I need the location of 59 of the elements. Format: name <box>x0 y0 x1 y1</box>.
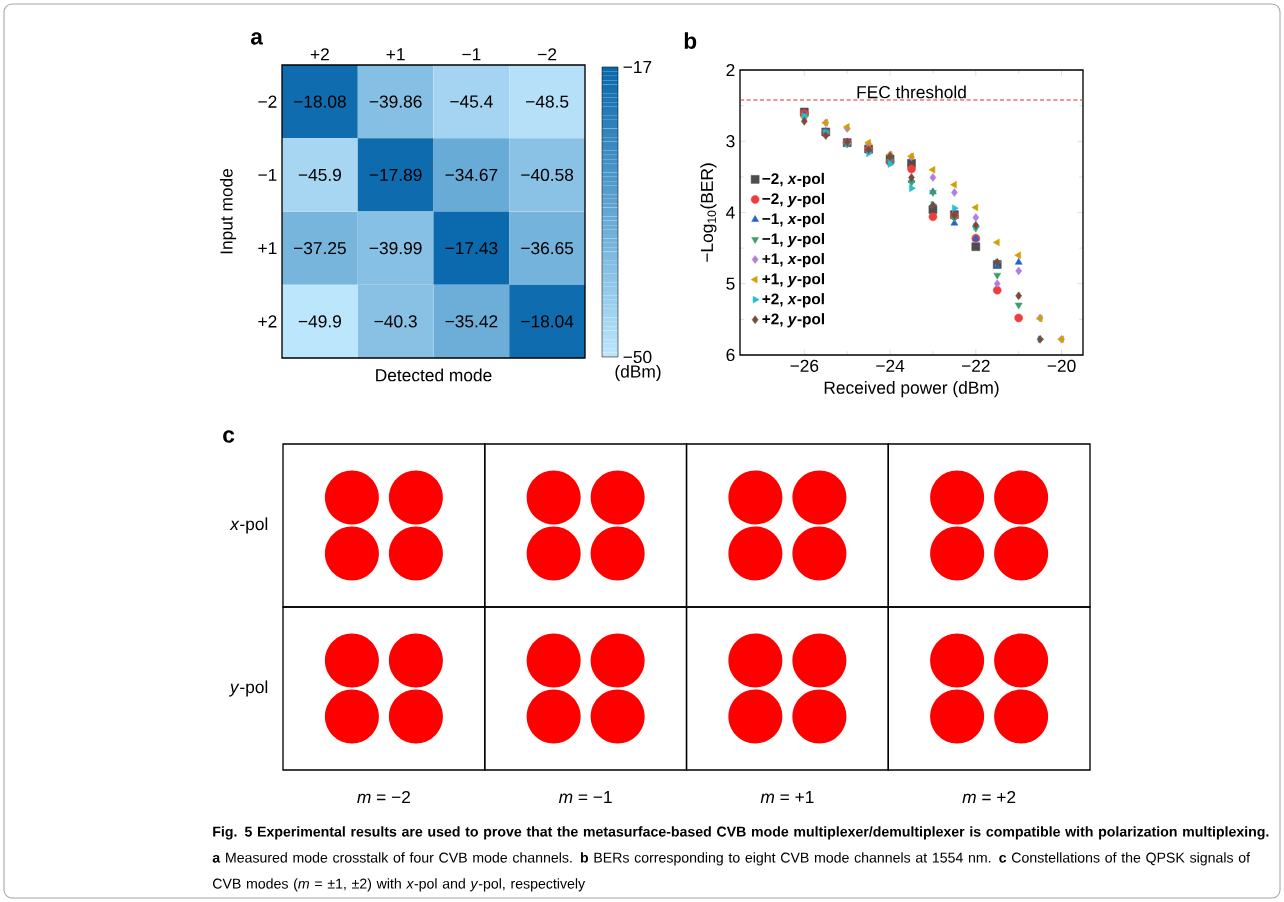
x-tick-label: −20 <box>1047 359 1076 372</box>
data-label: −45.4 <box>450 95 493 108</box>
y-tick-label: 2 <box>726 63 735 77</box>
x-tick-label: +2 <box>310 48 329 61</box>
legend-label: −1, x-pol <box>762 212 824 228</box>
chart-title: a <box>250 32 264 45</box>
y-tick-label: 6 <box>726 348 735 362</box>
color-bar-title: (dBm) <box>615 364 661 382</box>
category-label: m = −2 <box>357 790 410 804</box>
y-tick-label: −1 <box>258 168 277 181</box>
legend-label: +2, y-pol <box>762 313 824 328</box>
text: Fig. 5 Experimental results are used to prove that the metasurface-based CVB mode multiplexer/demultiplexer is compatible with polarization multiplexing. a Measured mode crosstalk of four CVB mode channels. b BERs corresponding to eight CVB mode channels at 1554 nm. c Constellations of the QPSK signals of CVB modes (m = ±1, ±2) with x-pol and y-pol, respectively <box>212 826 1269 892</box>
category-label: m = +2 <box>962 790 1016 804</box>
category-label: y-pol <box>228 680 268 697</box>
y-tick-label: 5 <box>726 277 735 290</box>
x-tick-label: −26 <box>790 359 819 372</box>
data-label: −45.9 <box>298 168 341 181</box>
data-label: −17.43 <box>445 241 498 255</box>
category-label: x-pol <box>229 517 268 534</box>
legend-label: −2, y-pol <box>762 192 824 208</box>
legend-label: +2, x-pol <box>762 293 824 308</box>
y-axis-title: −Log$_{10}$(BER) <box>700 163 717 262</box>
category-label: m = −1 <box>558 791 612 803</box>
y-tick-label: 3 <box>726 135 735 148</box>
data-label: −37.25 <box>293 241 346 255</box>
x-axis-title: Detected mode <box>376 368 492 382</box>
data-label: −35.42 <box>445 315 498 328</box>
data-label: −40.58 <box>521 168 574 181</box>
x-tick-label: −22 <box>961 359 990 372</box>
category-label: m = +1 <box>760 791 814 803</box>
color-bar-label: −17 <box>623 61 652 73</box>
data-label: −49.9 <box>298 315 341 328</box>
y-tick-label: 4 <box>726 206 735 219</box>
legend-label: +1, x-pol <box>762 253 824 268</box>
x-axis-title: Received power (dBm) <box>824 381 999 398</box>
data-label: −48.5 <box>526 95 569 108</box>
legend-label: −1, y-pol <box>762 232 824 248</box>
chart-title: b <box>684 32 697 49</box>
data-label: −39.99 <box>369 241 422 255</box>
color-bar-label: −50 <box>623 350 652 364</box>
x-tick-label: +1 <box>386 48 405 61</box>
data-label: −18.04 <box>521 315 574 328</box>
data-label: −39.86 <box>369 95 422 108</box>
ref-line-label: FEC threshold <box>857 85 966 99</box>
x-tick-label: −2 <box>538 48 557 61</box>
legend-label: −2, x-pol <box>762 172 824 188</box>
y-tick-label: +1 <box>258 242 277 255</box>
y-axis-title: Input mode <box>219 168 237 254</box>
x-tick-label: −24 <box>876 359 905 372</box>
data-label: −34.67 <box>445 168 498 181</box>
legend-label: +1, y-pol <box>762 273 824 288</box>
data-label: −36.65 <box>521 241 574 255</box>
y-tick-label: +2 <box>258 315 277 328</box>
data-label: −40.3 <box>374 315 417 328</box>
y-tick-label: −2 <box>258 95 277 108</box>
x-tick-label: −1 <box>462 48 481 61</box>
data-label: −17.89 <box>369 168 422 181</box>
text: c <box>223 430 235 443</box>
data-label: −18.08 <box>293 95 346 108</box>
